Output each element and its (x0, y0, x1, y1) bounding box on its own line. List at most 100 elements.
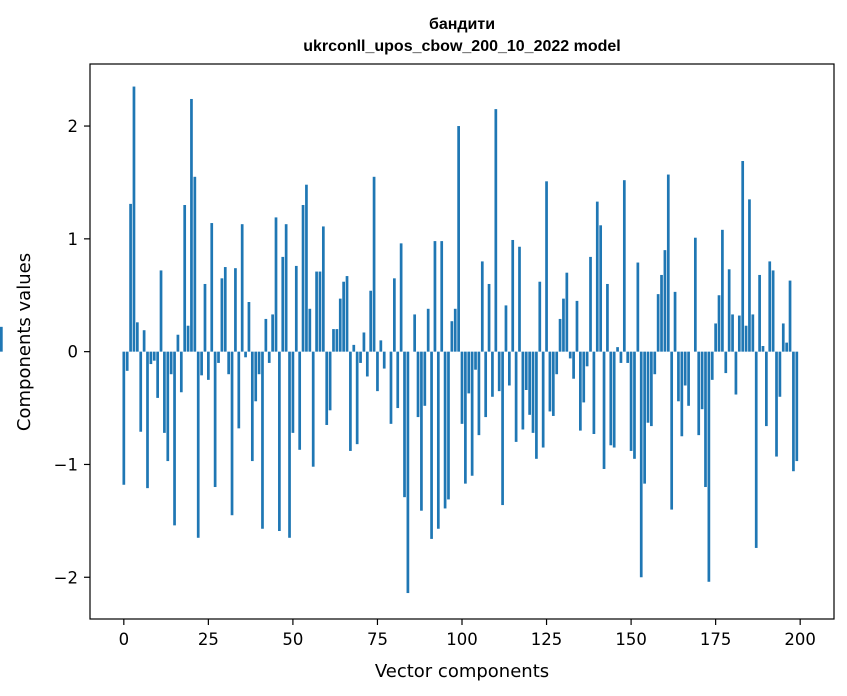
y-axis-ticks: −2 −1 0 1 2 (54, 117, 90, 587)
bar-12 (163, 351, 166, 433)
bar-158 (656, 294, 660, 352)
bar-155 (646, 351, 650, 423)
bar-75 (376, 351, 379, 392)
bar-44 (271, 314, 274, 352)
bar-181 (734, 351, 738, 395)
bar-23 (200, 351, 203, 376)
bar-undefined (0, 326, 3, 352)
bar-89 (423, 351, 427, 406)
bar-83 (403, 351, 406, 498)
bar-98 (453, 308, 457, 352)
bar-154 (643, 351, 646, 484)
bar-96 (447, 351, 450, 500)
bar-130 (562, 298, 565, 352)
bar-88 (420, 351, 423, 511)
bar-152 (636, 262, 640, 352)
bar-84 (406, 351, 410, 594)
bar-32 (230, 351, 234, 516)
bar-82 (399, 243, 403, 352)
bar-20 (190, 98, 193, 352)
bar-195 (781, 323, 785, 352)
y-tick-label: −1 (54, 455, 78, 474)
bar-67 (349, 351, 352, 451)
bar-143 (606, 283, 609, 352)
bar-48 (284, 224, 288, 352)
bar-36 (244, 351, 247, 358)
bar-62 (332, 329, 335, 352)
bar-30 (223, 267, 227, 352)
bar-40 (257, 351, 261, 375)
bar-117 (518, 246, 521, 352)
bar-113 (504, 305, 508, 352)
x-tick-label: 100 (446, 630, 478, 649)
bar-163 (673, 291, 677, 352)
bar-164 (677, 351, 680, 402)
bar-91 (430, 351, 433, 539)
bar-26 (210, 223, 214, 352)
bar-121 (531, 351, 535, 433)
bar-136 (582, 351, 586, 403)
bar-182 (737, 315, 741, 352)
bar-133 (572, 351, 575, 379)
bar-112 (501, 351, 504, 506)
bar-73 (369, 290, 373, 352)
bar-159 (660, 274, 663, 352)
bar-173 (707, 351, 711, 582)
x-tick-label: 25 (198, 630, 219, 649)
bar-118 (521, 351, 525, 430)
bar-139 (592, 351, 596, 434)
x-tick-label: 125 (531, 630, 563, 649)
bar-45 (274, 217, 278, 352)
bar-180 (731, 314, 734, 352)
bar-194 (778, 351, 782, 397)
x-tick-label: 200 (784, 630, 816, 649)
bar-81 (396, 351, 400, 409)
x-tick-label: 175 (700, 630, 732, 649)
bar-127 (551, 351, 555, 416)
bar-60 (325, 351, 329, 425)
bar-27 (213, 351, 217, 488)
bars-group (0, 86, 799, 594)
bar-7 (146, 351, 149, 489)
bar-76 (379, 340, 383, 352)
bar-42 (264, 318, 268, 352)
bar-24 (203, 283, 207, 352)
bar-189 (761, 346, 765, 352)
bar-187 (754, 351, 758, 548)
bar-102 (467, 351, 471, 394)
bar-8 (149, 351, 153, 365)
bar-52 (298, 351, 302, 450)
bar-199 (795, 351, 799, 462)
chart-title-line-1: бандити (429, 16, 495, 33)
bar-104 (474, 351, 477, 370)
bar-93 (436, 351, 440, 529)
bar-144 (609, 351, 613, 446)
bar-176 (717, 295, 721, 352)
bar-31 (227, 351, 231, 375)
bar-38 (250, 351, 254, 462)
bar-115 (511, 239, 515, 352)
bar-51 (294, 265, 298, 352)
bar-6 (142, 330, 146, 352)
bar-4 (135, 322, 139, 352)
bar-141 (599, 225, 603, 352)
bar-146 (616, 347, 619, 352)
bar-183 (741, 161, 745, 352)
x-tick-label: 0 (119, 630, 130, 649)
bar-97 (450, 321, 454, 352)
bar-21 (193, 176, 197, 352)
bar-142 (602, 351, 606, 469)
bar-39 (254, 351, 258, 402)
bar-122 (535, 351, 538, 459)
x-tick-label: 75 (367, 630, 388, 649)
bar-16 (176, 334, 180, 352)
bar-178 (724, 351, 728, 374)
bar-166 (683, 351, 687, 386)
bar-114 (507, 351, 511, 386)
bar-99 (457, 126, 460, 352)
bar-108 (487, 283, 491, 352)
bar-128 (555, 351, 559, 375)
bar-153 (639, 351, 643, 578)
bar-135 (579, 351, 582, 431)
bar-64 (338, 298, 342, 352)
